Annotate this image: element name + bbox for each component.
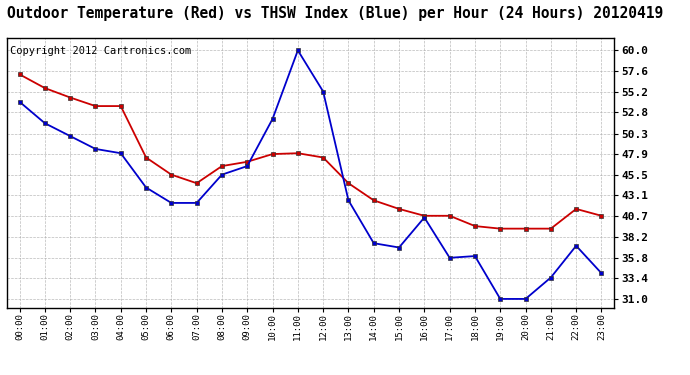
Text: Outdoor Temperature (Red) vs THSW Index (Blue) per Hour (24 Hours) 20120419: Outdoor Temperature (Red) vs THSW Index … [7, 6, 663, 21]
Text: Copyright 2012 Cartronics.com: Copyright 2012 Cartronics.com [10, 46, 191, 56]
